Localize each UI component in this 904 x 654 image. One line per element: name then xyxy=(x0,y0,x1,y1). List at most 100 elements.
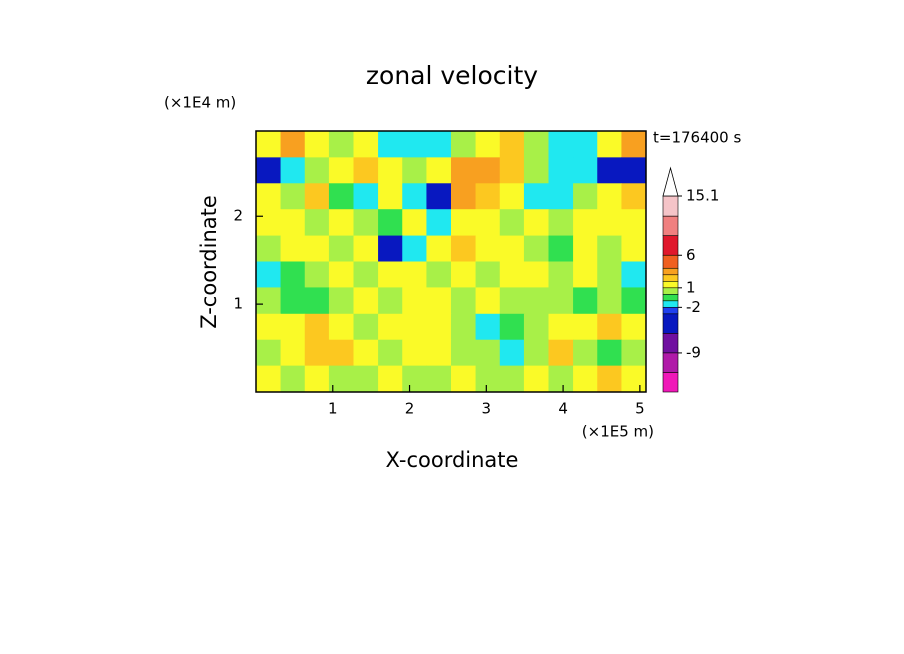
contour-cell xyxy=(256,313,282,341)
contour-cell xyxy=(328,313,354,341)
contour-cell xyxy=(597,157,622,184)
colorbar-segment xyxy=(662,215,679,237)
contour-cell xyxy=(548,235,574,262)
contour-cell xyxy=(353,287,379,315)
contour-cell xyxy=(353,339,379,367)
plot-frame xyxy=(255,130,647,393)
contour-cell xyxy=(523,313,549,341)
contour-cell xyxy=(353,261,379,288)
contour-cell xyxy=(499,131,525,158)
colorbar-tick-label: 1 xyxy=(686,278,696,296)
contour-cell xyxy=(256,209,282,237)
contour-cell xyxy=(328,261,354,288)
contour-cell xyxy=(378,157,403,184)
contour-cell xyxy=(548,209,574,237)
chart-title: zonal velocity xyxy=(366,61,538,90)
contour-cell xyxy=(426,365,452,393)
contour-cell xyxy=(304,131,330,158)
contour-cell xyxy=(353,183,379,210)
contour-cell xyxy=(280,365,306,393)
contour-cell xyxy=(328,157,354,184)
contour-cell xyxy=(402,287,427,315)
contour-cell xyxy=(621,261,647,288)
annotation: t=176400 s xyxy=(653,129,741,147)
contour-cell xyxy=(304,209,330,237)
contour-cell xyxy=(597,287,622,315)
contour-cell xyxy=(378,313,403,341)
colorbar-segment xyxy=(662,352,679,373)
colorbar-segment xyxy=(662,307,679,315)
colorbar-segment xyxy=(662,274,679,282)
contour-cell xyxy=(475,313,501,341)
contour-cell xyxy=(499,261,525,288)
contour-cell xyxy=(523,157,549,184)
contour-cell xyxy=(280,287,306,315)
contour-cell xyxy=(475,183,501,210)
contour-cell xyxy=(353,365,379,393)
contour-cell xyxy=(256,339,282,367)
x-tick-label: 5 xyxy=(635,400,645,418)
contour-cell xyxy=(353,235,379,262)
contour-cell xyxy=(475,365,501,393)
colorbar-segment xyxy=(662,372,679,393)
contour-cell xyxy=(573,131,598,158)
contour-cell xyxy=(280,209,306,237)
contour-cell xyxy=(573,287,598,315)
colorbar-segment xyxy=(662,313,679,334)
colorbar-segment xyxy=(662,235,679,256)
contour-cell xyxy=(499,157,525,184)
contour-cell xyxy=(256,183,282,210)
contour-cell xyxy=(621,339,647,367)
contour-cell xyxy=(353,313,379,341)
contour-cell xyxy=(475,287,501,315)
contour-cell xyxy=(304,261,330,288)
contour-cell xyxy=(475,235,501,262)
contour-cell xyxy=(280,235,306,262)
contour-cell xyxy=(523,287,549,315)
colorbar-segment xyxy=(662,195,679,217)
contour-cell xyxy=(256,365,282,393)
contour-cell xyxy=(426,261,452,288)
contour-cell xyxy=(451,287,477,315)
contour-cell xyxy=(256,157,282,184)
contour-cell xyxy=(378,131,403,158)
contour-cell xyxy=(402,313,427,341)
contour-cell xyxy=(426,339,452,367)
contour-cell xyxy=(328,235,354,262)
contour-cell xyxy=(597,235,622,262)
contour-cell xyxy=(304,157,330,184)
contour-cell xyxy=(621,287,647,315)
contour-cell xyxy=(573,209,598,237)
contour-cell xyxy=(402,209,427,237)
colorbar-segment xyxy=(662,254,679,269)
contour-cell xyxy=(304,339,330,367)
contour-cell xyxy=(402,339,427,367)
contour-cell xyxy=(353,157,379,184)
contour-cell xyxy=(621,313,647,341)
contour-cell xyxy=(328,183,354,210)
contour-cell xyxy=(621,209,647,237)
contour-cell xyxy=(475,261,501,288)
colorbar-extend xyxy=(662,166,679,197)
contour-cell xyxy=(280,183,306,210)
contour-cell xyxy=(328,131,354,158)
contour-cell xyxy=(499,287,525,315)
contour-cell xyxy=(256,131,282,158)
contour-cell xyxy=(475,157,501,184)
colorbar-segment xyxy=(662,267,679,276)
contour-cell xyxy=(378,235,403,262)
contour-cell xyxy=(402,157,427,184)
contour-cell xyxy=(280,261,306,288)
colorbar-segment xyxy=(662,294,679,302)
contour-cell xyxy=(402,131,427,158)
contour-cell xyxy=(451,365,477,393)
contour-cell xyxy=(573,157,598,184)
contour-cell xyxy=(597,209,622,237)
x-tick-label: 2 xyxy=(405,400,415,418)
contour-cell xyxy=(621,235,647,262)
contour-cell xyxy=(597,339,622,367)
contour-cell xyxy=(499,235,525,262)
contour-cell xyxy=(573,183,598,210)
contour-cell xyxy=(597,313,622,341)
contour-cell xyxy=(304,313,330,341)
